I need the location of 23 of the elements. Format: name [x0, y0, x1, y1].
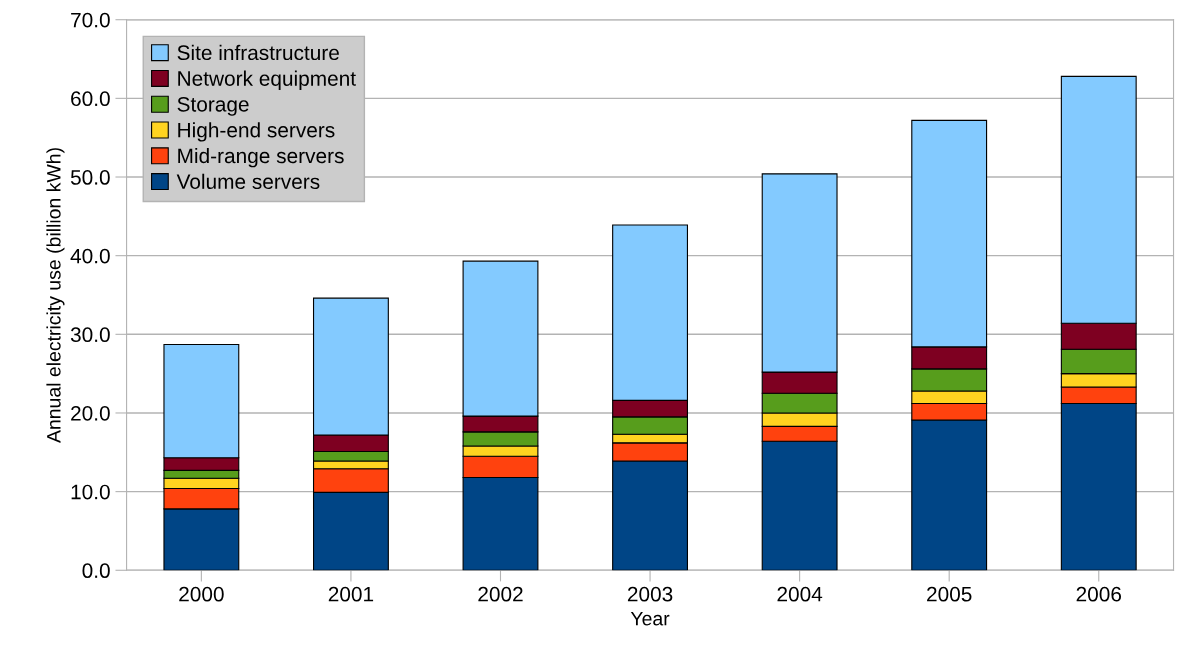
y-tick-label: 70.0: [71, 12, 110, 28]
y-tick-label: 40.0: [70, 248, 110, 264]
legend-label: High-end servers: [178, 122, 335, 142]
y-tick-label: 60.0: [71, 91, 110, 107]
legend-label: Network equipment: [178, 70, 356, 91]
y-tick-label: 30.0: [70, 327, 110, 343]
x-tick-label: 2000: [179, 586, 224, 602]
legend-label: Storage: [177, 96, 249, 116]
x-tick-label: 2003: [627, 586, 673, 602]
x-tick-label: 2002: [478, 586, 523, 602]
legend-label: Site infrastructure: [177, 44, 339, 61]
y-tick-label: 10.0: [71, 484, 110, 500]
y-tick-label: 20.0: [71, 405, 110, 421]
x-tick-label: 2006: [1076, 586, 1122, 602]
y-tick-label: 50.0: [70, 170, 110, 185]
x-tick-label: 2005: [927, 586, 972, 602]
legend-label: Volume servers: [176, 173, 320, 190]
y-tick-label: 0.0: [82, 563, 110, 579]
y-axis-title: Annual electricity use (billion kWh): [46, 148, 65, 443]
x-tick-label: 2001: [328, 586, 374, 602]
x-axis-title: Year: [630, 611, 670, 626]
legend-label: Mid-range servers: [178, 147, 344, 168]
x-tick-label: 2004: [777, 586, 823, 602]
